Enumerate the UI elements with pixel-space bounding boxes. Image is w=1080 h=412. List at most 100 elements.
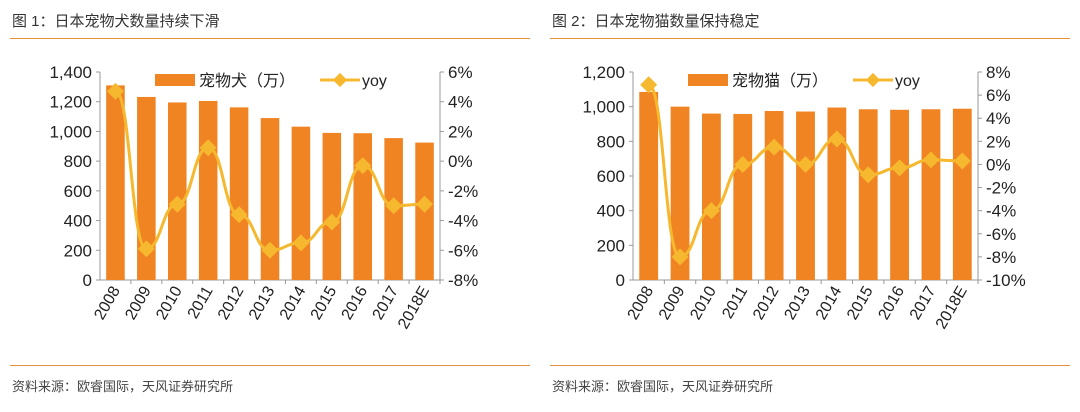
y-tick-label: 1,000 bbox=[49, 122, 92, 141]
x-tick-label: 2009 bbox=[122, 283, 155, 322]
bar bbox=[827, 107, 847, 281]
bar bbox=[291, 126, 311, 280]
y2-tick-label: 0% bbox=[986, 155, 1011, 174]
x-tick-label: 2012 bbox=[750, 283, 783, 322]
bar bbox=[322, 132, 342, 280]
x-tick-label: 2011 bbox=[185, 283, 217, 321]
x-tick-label: 2010 bbox=[153, 283, 186, 322]
y-tick-label: 1,200 bbox=[582, 63, 625, 82]
y2-tick-label: 4% bbox=[986, 109, 1011, 128]
y2-tick-label: -8% bbox=[448, 271, 478, 290]
yoy-point bbox=[416, 195, 434, 213]
y2-tick-label: -6% bbox=[986, 225, 1016, 244]
legend-line-marker bbox=[865, 72, 881, 88]
yoy-point bbox=[859, 166, 877, 184]
source-note: 资料来源：欧睿国际，天风证券研究所 bbox=[552, 379, 774, 394]
x-tick-label: 2009 bbox=[656, 283, 689, 322]
bar bbox=[137, 96, 156, 281]
bar bbox=[353, 133, 372, 280]
y-tick-label: 600 bbox=[597, 167, 625, 186]
chart-title: 图 1：日本宠物犬数量持续下滑 bbox=[12, 13, 220, 30]
y2-tick-label: -4% bbox=[986, 202, 1016, 221]
y2-tick-label: 6% bbox=[986, 86, 1011, 105]
x-tick-label: 2015 bbox=[844, 283, 877, 322]
bar bbox=[702, 113, 721, 280]
x-tick-label: 2017 bbox=[907, 283, 940, 322]
yoy-point bbox=[168, 195, 186, 213]
yoy-point bbox=[292, 234, 310, 252]
bar bbox=[921, 109, 941, 281]
legend-bar-swatch bbox=[155, 74, 195, 86]
yoy-point bbox=[828, 130, 846, 148]
legend-line-marker bbox=[332, 72, 348, 88]
chart-title: 图 2：日本宠物猫数量保持稳定 bbox=[552, 13, 760, 30]
y-tick-label: 0 bbox=[616, 271, 625, 290]
chart-panel-dogs: 图 1：日本宠物犬数量持续下滑 0 200 400 600 800 1,000 1,200 1… bbox=[10, 0, 530, 412]
yoy-point bbox=[953, 152, 971, 170]
legend-line-label: yoy bbox=[362, 73, 387, 90]
y-tick-label: 800 bbox=[597, 132, 625, 151]
bar bbox=[952, 108, 972, 280]
y-tick-label: 1,000 bbox=[582, 98, 625, 117]
y2-tick-label: 6% bbox=[448, 63, 473, 82]
bar bbox=[796, 111, 815, 281]
yoy-point bbox=[354, 157, 372, 175]
y2-tick-label: 8% bbox=[986, 63, 1011, 82]
yoy-point bbox=[385, 197, 403, 215]
y-tick-label: 400 bbox=[597, 202, 625, 221]
bar bbox=[198, 100, 218, 280]
y-tick-label: 200 bbox=[64, 241, 92, 260]
divider bbox=[10, 365, 530, 366]
y2-tick-label: 2% bbox=[448, 122, 473, 141]
y-tick-label: 600 bbox=[64, 182, 92, 201]
y2-tick-label: -2% bbox=[986, 179, 1016, 198]
legend-bar-swatch bbox=[688, 74, 728, 86]
x-tick-label: 2011 bbox=[719, 283, 751, 321]
x-tick-label: 2008 bbox=[625, 283, 658, 322]
divider bbox=[10, 38, 530, 39]
y-tick-label: 200 bbox=[597, 236, 625, 255]
bar bbox=[106, 85, 125, 280]
y-tick-label: 800 bbox=[64, 152, 92, 171]
yoy-point bbox=[261, 241, 279, 259]
divider bbox=[550, 365, 1070, 366]
y2-tick-label: 4% bbox=[448, 93, 473, 112]
bar bbox=[639, 91, 659, 280]
chart-panel-cats: 图 2：日本宠物猫数量保持稳定 0 200 400 600 800 1,000 1,200 -… bbox=[550, 0, 1070, 412]
divider bbox=[550, 38, 1070, 39]
yoy-point bbox=[106, 82, 124, 100]
yoy-point bbox=[199, 139, 217, 157]
yoy-point bbox=[323, 213, 341, 231]
bar bbox=[858, 109, 878, 281]
x-tick-label: 2015 bbox=[308, 283, 341, 322]
yoy-point bbox=[230, 206, 248, 224]
legend-line-label: yoy bbox=[895, 73, 920, 90]
yoy-point bbox=[702, 202, 720, 220]
x-tick-label: 2014 bbox=[277, 283, 310, 322]
x-tick-label: 2012 bbox=[215, 283, 248, 322]
chart-dogs: 0 200 400 600 800 1,000 1,200 1,400 -8% -6% -4% -2%… bbox=[49, 63, 478, 333]
x-tick-label: 2016 bbox=[339, 283, 372, 322]
x-tick-label: 2013 bbox=[781, 283, 814, 322]
y2-tick-label: 2% bbox=[986, 132, 1011, 151]
bar bbox=[733, 113, 753, 281]
bar bbox=[168, 102, 187, 280]
x-tick-label: 2017 bbox=[370, 283, 403, 322]
y2-tick-label: -6% bbox=[448, 241, 478, 260]
y2-tick-label: 0% bbox=[448, 152, 473, 171]
y-tick-label: 1,200 bbox=[49, 93, 92, 112]
bar bbox=[890, 109, 909, 280]
yoy-point bbox=[797, 155, 814, 173]
legend-bar-label: 宠物犬（万） bbox=[199, 72, 295, 90]
x-tick-label: 2018E bbox=[395, 284, 433, 333]
bar bbox=[260, 118, 280, 280]
x-tick-label: 2016 bbox=[876, 283, 909, 322]
source-note: 资料来源：欧睿国际，天风证券研究所 bbox=[12, 379, 234, 394]
y2-tick-label: -4% bbox=[448, 212, 478, 231]
y2-tick-label: -2% bbox=[448, 182, 478, 201]
bar bbox=[229, 107, 249, 280]
y2-tick-label: -8% bbox=[986, 248, 1016, 267]
x-tick-label: 2013 bbox=[246, 283, 279, 322]
y-tick-label: 1,400 bbox=[49, 63, 92, 82]
yoy-point bbox=[137, 240, 155, 258]
